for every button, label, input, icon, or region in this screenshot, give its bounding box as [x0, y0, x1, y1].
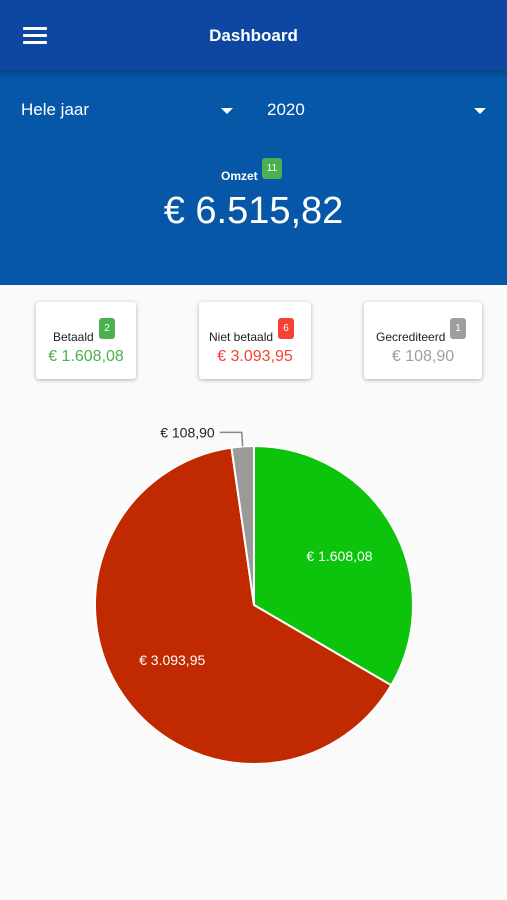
unpaid-count-badge: 6: [278, 318, 294, 339]
omzet-count-badge: 11: [262, 158, 282, 179]
credited-card[interactable]: Gecrediteerd 1 € 108,90: [364, 302, 482, 379]
app-bar: Dashboard: [0, 0, 507, 70]
period-select-value: Hele jaar: [21, 100, 90, 119]
caret-down-icon: [474, 108, 486, 114]
menu-icon-bar: [23, 34, 47, 37]
caret-down-icon: [221, 108, 233, 114]
summary-header: Hele jaar 2020 Omzet 11 € 6.515,82: [0, 70, 507, 285]
unpaid-slice[interactable]: [94, 446, 393, 765]
credited-slice-leader-line: [219, 431, 244, 447]
year-select-value: 2020: [267, 100, 305, 119]
paid-card[interactable]: Betaald 2 € 1.608,08: [36, 302, 136, 379]
paid-slice-label: € 1.608,08: [306, 548, 372, 564]
menu-icon-bar: [23, 41, 47, 44]
page-title: Dashboard: [209, 26, 298, 45]
credited-value: € 108,90: [391, 348, 455, 365]
unpaid-slice-label: € 3.093,95: [139, 652, 205, 668]
menu-icon-bar: [23, 27, 47, 30]
omzet-value: € 6.515,82: [163, 190, 344, 232]
credited-slice-label: € 108,90: [160, 424, 215, 440]
paid-value: € 1.608,08: [48, 348, 124, 365]
omzet-label: Omzet: [221, 169, 258, 183]
paid-slice[interactable]: [253, 444, 414, 687]
unpaid-value: € 3.093,95: [217, 348, 293, 365]
credited-label: Gecrediteerd: [376, 330, 446, 344]
period-select[interactable]: Hele jaar: [21, 100, 233, 124]
menu-icon[interactable]: [23, 27, 47, 45]
credited-count-badge: 1: [450, 318, 466, 339]
year-select[interactable]: 2020: [267, 100, 486, 124]
unpaid-card[interactable]: Niet betaald 6 € 3.093,95: [199, 302, 311, 379]
unpaid-label: Niet betaald: [209, 330, 274, 344]
revenue-pie-chart: € 1.608,08 € 3.093,95 € 108,90: [94, 424, 414, 765]
paid-label: Betaald: [53, 330, 94, 344]
paid-count-badge: 2: [99, 318, 115, 339]
